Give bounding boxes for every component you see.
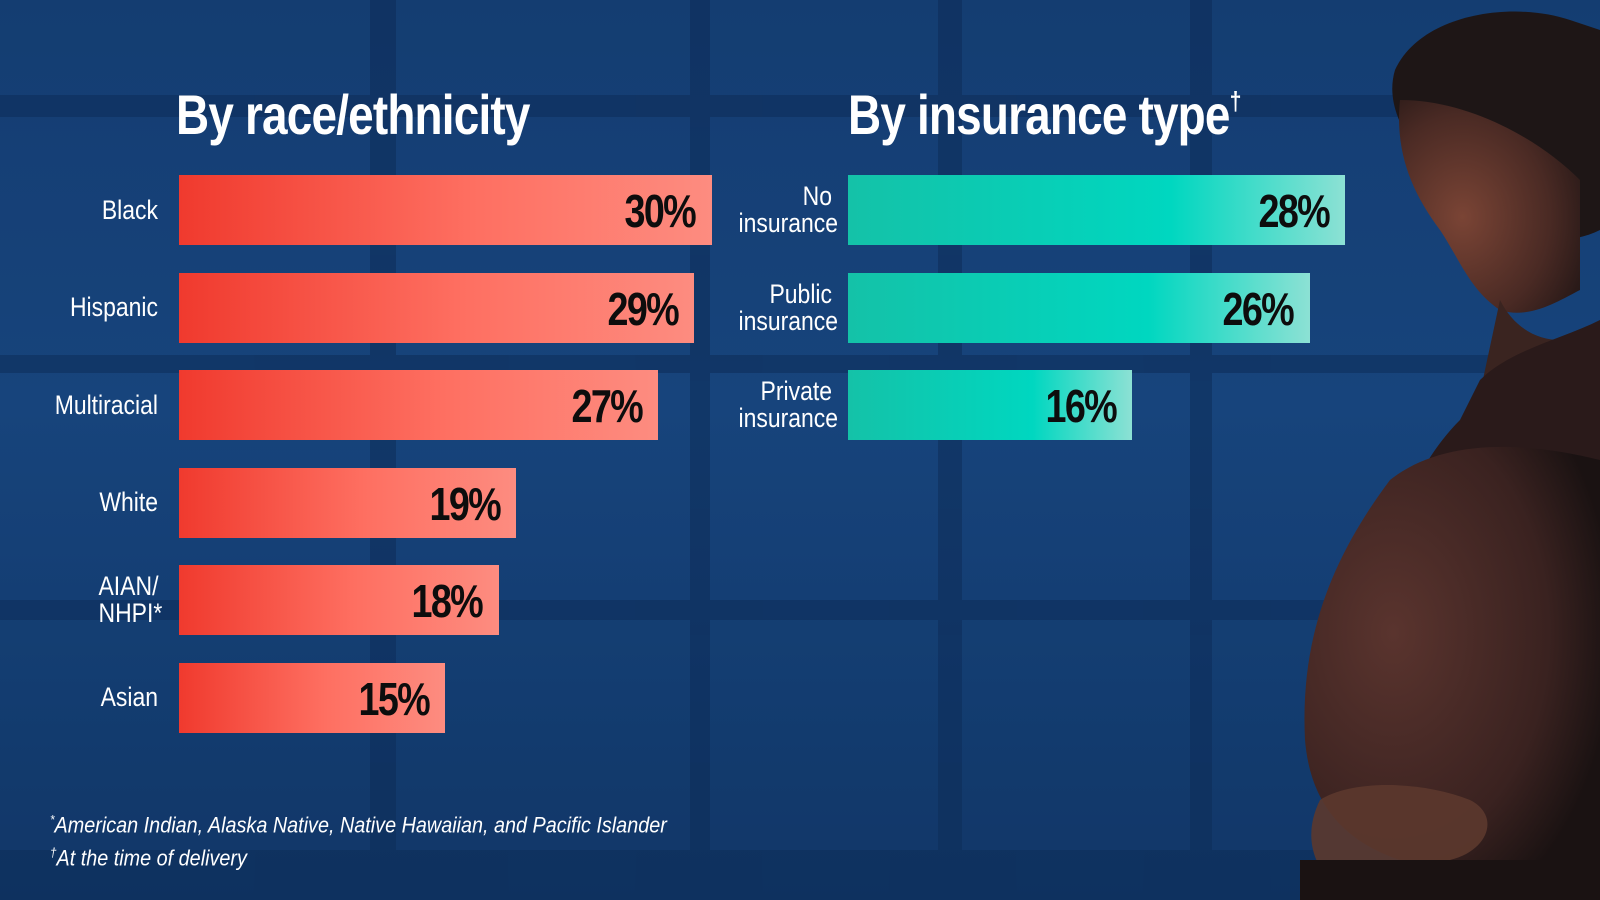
- bar: 27%: [179, 370, 659, 440]
- value-label: 30%: [624, 185, 697, 237]
- footnote-asterisk-text: American Indian, Alaska Native, Native H…: [54, 812, 667, 838]
- value-label: 19%: [429, 477, 502, 530]
- bar: 28%: [848, 175, 1345, 245]
- footnote-dagger-text: At the time of delivery: [56, 845, 247, 871]
- bar: 19%: [179, 467, 517, 538]
- category-label: Private insurance: [738, 376, 839, 433]
- value-label: 16%: [1045, 380, 1117, 432]
- insurance-title-text: By insurance type: [848, 83, 1230, 146]
- bar: 29%: [179, 272, 694, 343]
- bar: 30%: [179, 175, 712, 245]
- category-label: Black: [101, 194, 158, 225]
- insurance-title-dagger: †: [1229, 86, 1242, 116]
- category-label: No insurance: [738, 181, 839, 238]
- footnote-dagger: †At the time of delivery: [50, 839, 667, 872]
- category-label: White: [99, 487, 158, 517]
- value-label: 18%: [411, 575, 484, 627]
- value-label: 28%: [1258, 185, 1330, 237]
- bar: 26%: [848, 272, 1310, 343]
- category-label: Multiracial: [54, 389, 158, 420]
- bar: 15%: [179, 662, 446, 733]
- category-label: Public insurance: [738, 278, 839, 336]
- category-label: Hispanic: [69, 292, 158, 322]
- value-label: 15%: [358, 672, 431, 725]
- race-chart-title: By race/ethnicity: [176, 83, 530, 146]
- bar: 18%: [179, 565, 499, 635]
- value-label: 29%: [607, 282, 679, 335]
- value-label: 27%: [571, 380, 644, 432]
- category-label: AIAN/ NHPI*: [98, 571, 163, 628]
- footnotes: *American Indian, Alaska Native, Native …: [50, 806, 667, 873]
- footnote-asterisk-mark: *: [50, 812, 55, 827]
- footnote-dagger-mark: †: [50, 845, 57, 861]
- footnote-asterisk: *American Indian, Alaska Native, Native …: [50, 806, 667, 839]
- insurance-chart-title: By insurance type†: [848, 82, 1242, 147]
- value-label: 26%: [1222, 282, 1295, 335]
- bar: 16%: [848, 370, 1132, 440]
- category-label: Asian: [100, 682, 158, 712]
